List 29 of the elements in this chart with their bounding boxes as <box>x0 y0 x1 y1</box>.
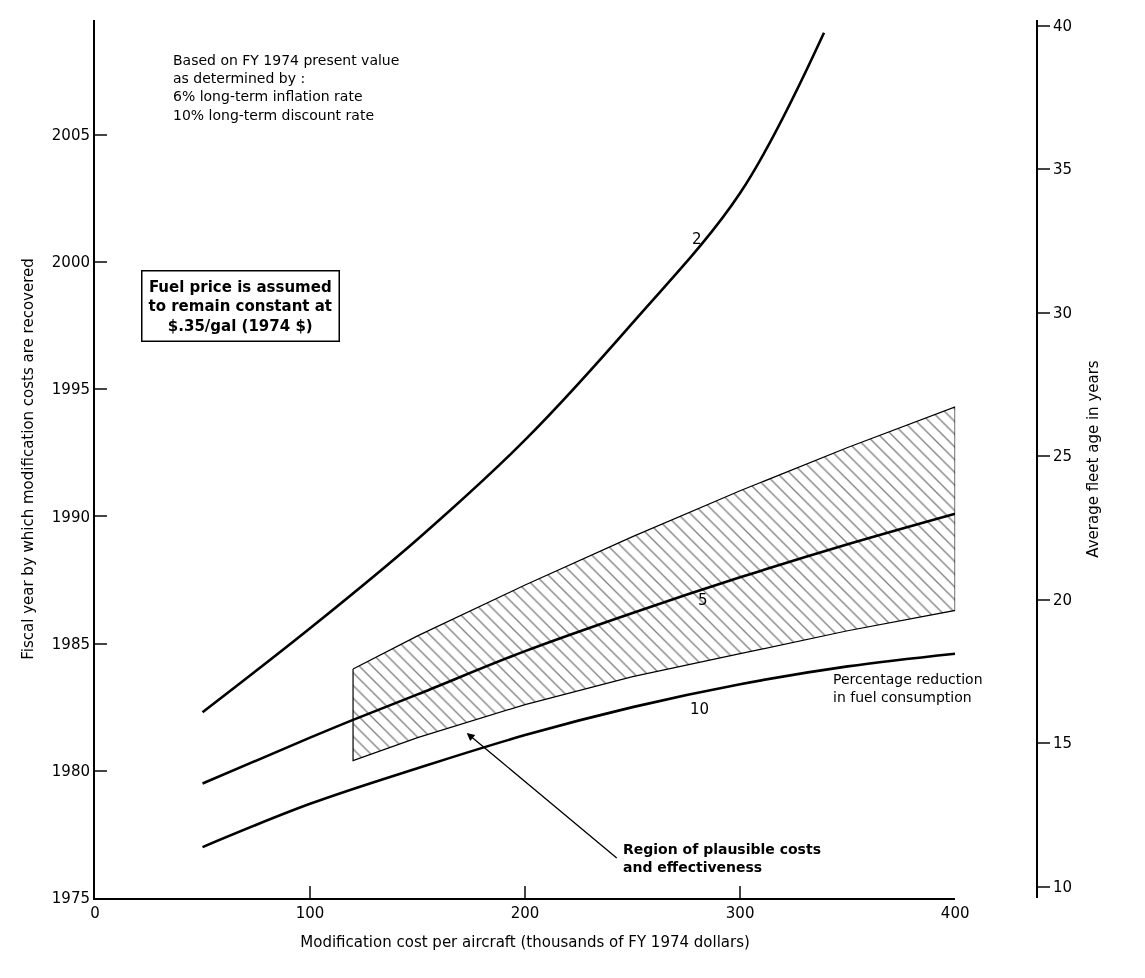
x-tick-label: 300 <box>725 904 755 922</box>
y-tick-label: 1985 <box>51 634 90 653</box>
x-tick-label: 400 <box>940 904 970 922</box>
y2-tick-label: 15 <box>1053 734 1073 753</box>
annotation: 5 <box>698 591 708 609</box>
y2-tick-label: 25 <box>1053 447 1073 466</box>
annotation: Based on FY 1974 present value as determined by : 6% long-term inflation rate 10% long-term discount rate <box>173 52 400 123</box>
annotation: Fuel price is assumed to remain constant at $.35/gal (1974 $) <box>148 277 333 335</box>
y-tick-label: 1990 <box>51 507 90 526</box>
x-axis-title: Modification cost per aircraft (thousands of FY 1974 dollars) <box>300 932 750 951</box>
x-tick-label: 0 <box>90 904 100 922</box>
annotation: 10 <box>690 700 710 718</box>
y2-tick-label: 10 <box>1053 877 1073 896</box>
y-tick-label: 1980 <box>51 762 90 780</box>
y2-tick-label: 20 <box>1053 590 1073 609</box>
y-tick-label: 1995 <box>51 380 90 399</box>
annotation: Percentage reduction in fuel consumption <box>833 671 983 706</box>
annotation: 2 <box>692 230 702 248</box>
y2-axis-title: Average fleet age in years <box>1083 360 1102 558</box>
y-axis-title: Fiscal year by which modification costs are recovered <box>18 258 37 660</box>
y2-tick-label: 30 <box>1053 303 1073 322</box>
y-tick-label: 1975 <box>51 889 90 908</box>
y2-tick-label: 40 <box>1053 16 1073 35</box>
x-tick-label: 200 <box>510 904 540 922</box>
y-tick-label: 2005 <box>51 125 90 144</box>
y-tick-label: 2000 <box>51 253 90 272</box>
y2-tick-label: 35 <box>1053 160 1073 179</box>
annotation: Region of plausible costs and effectiveness <box>623 841 821 876</box>
x-tick-label: 100 <box>295 904 325 922</box>
